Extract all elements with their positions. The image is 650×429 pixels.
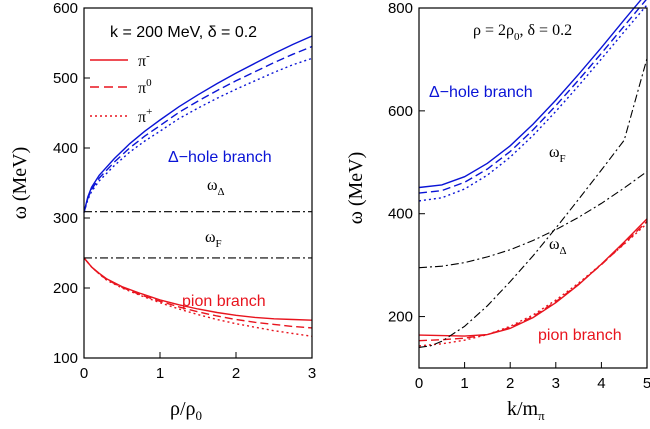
left-x-axis-label: ρ/ρ0 <box>170 398 202 423</box>
y-tick-label: 200 <box>53 280 78 297</box>
left-omega-f-label: ωF <box>205 229 222 250</box>
right-omega-f-label: ωF <box>549 144 566 165</box>
left-pion-branch-label: pion branch <box>182 293 266 310</box>
right-y-axis-label: ω (MeV) <box>345 152 367 225</box>
y-tick-label: 300 <box>53 210 78 227</box>
x-tick-label: 4 <box>597 375 605 392</box>
series-pion-πminus-line <box>418 218 648 337</box>
y-tick-label: 400 <box>53 140 78 157</box>
right-omega-delta-label: ωΔ <box>549 236 567 257</box>
series-delta-hole-π0-line <box>83 45 313 213</box>
right-chart: 0 1 2 3 4 5 200 400 600 800 ρ = 2ρ0, δ = 0.2 Δ−ho… <box>345 0 650 423</box>
x-tick-label: 2 <box>232 365 240 382</box>
series-delta-hole-πplus-line <box>83 57 313 213</box>
x-tick-label: 1 <box>460 375 468 392</box>
y-tick-label: 100 <box>53 350 78 367</box>
y-tick-label: 500 <box>53 70 78 87</box>
x-tick-label: 0 <box>80 365 88 382</box>
left-chart: 0 1 2 3 100 200 300 400 500 600 k = 200 MeV, δ = … <box>9 0 316 423</box>
series-pion-π0-line <box>418 220 648 342</box>
left-delta-hole-label: Δ−hole branch <box>168 149 272 166</box>
series-pion-πminus-line <box>83 257 313 321</box>
series-omega-f-line <box>418 58 648 348</box>
series-pion-πplus-line <box>83 257 313 337</box>
x-tick-label: 0 <box>415 375 423 392</box>
legend-label-pi-zero: π0 <box>138 77 152 97</box>
left-curves <box>83 35 313 337</box>
y-tick-label: 600 <box>53 0 78 17</box>
x-tick-label: 1 <box>156 365 164 382</box>
legend-label-pi-plus: π+ <box>138 106 152 126</box>
right-x-axis-label: k/mπ <box>507 398 545 423</box>
series-delta-hole-π0-line <box>418 0 647 194</box>
right-ticks: 0 1 2 3 4 5 200 400 600 800 <box>388 0 650 392</box>
left-plot-frame <box>83 7 313 359</box>
y-tick-label: 600 <box>388 103 413 120</box>
x-tick-label: 3 <box>552 375 560 392</box>
y-tick-label: 400 <box>388 206 413 223</box>
right-header: ρ = 2ρ0, δ = 0.2 <box>473 22 572 43</box>
left-omega-delta-label: ωΔ <box>207 177 225 198</box>
y-tick-label: 200 <box>388 309 413 326</box>
right-delta-hole-label: Δ−hole branch <box>429 84 533 101</box>
x-tick-label: 3 <box>308 365 316 382</box>
right-pion-branch-label: pion branch <box>538 327 622 344</box>
legend-label-pi-minus: π- <box>138 50 150 70</box>
right-plot-frame <box>418 7 648 369</box>
series-omega-delta-line <box>418 171 648 269</box>
right-curves <box>418 0 648 348</box>
left-y-axis-label: ω (MeV) <box>9 147 31 220</box>
series-delta-hole-πminus-line <box>83 35 313 213</box>
x-tick-label: 5 <box>643 375 650 392</box>
x-tick-label: 2 <box>506 375 514 392</box>
left-header: k = 200 MeV, δ = 0.2 <box>110 24 257 41</box>
left-legend: π- π0 π+ <box>90 50 152 126</box>
y-tick-label: 800 <box>388 0 413 17</box>
series-delta-hole-πminus-line <box>418 0 642 189</box>
